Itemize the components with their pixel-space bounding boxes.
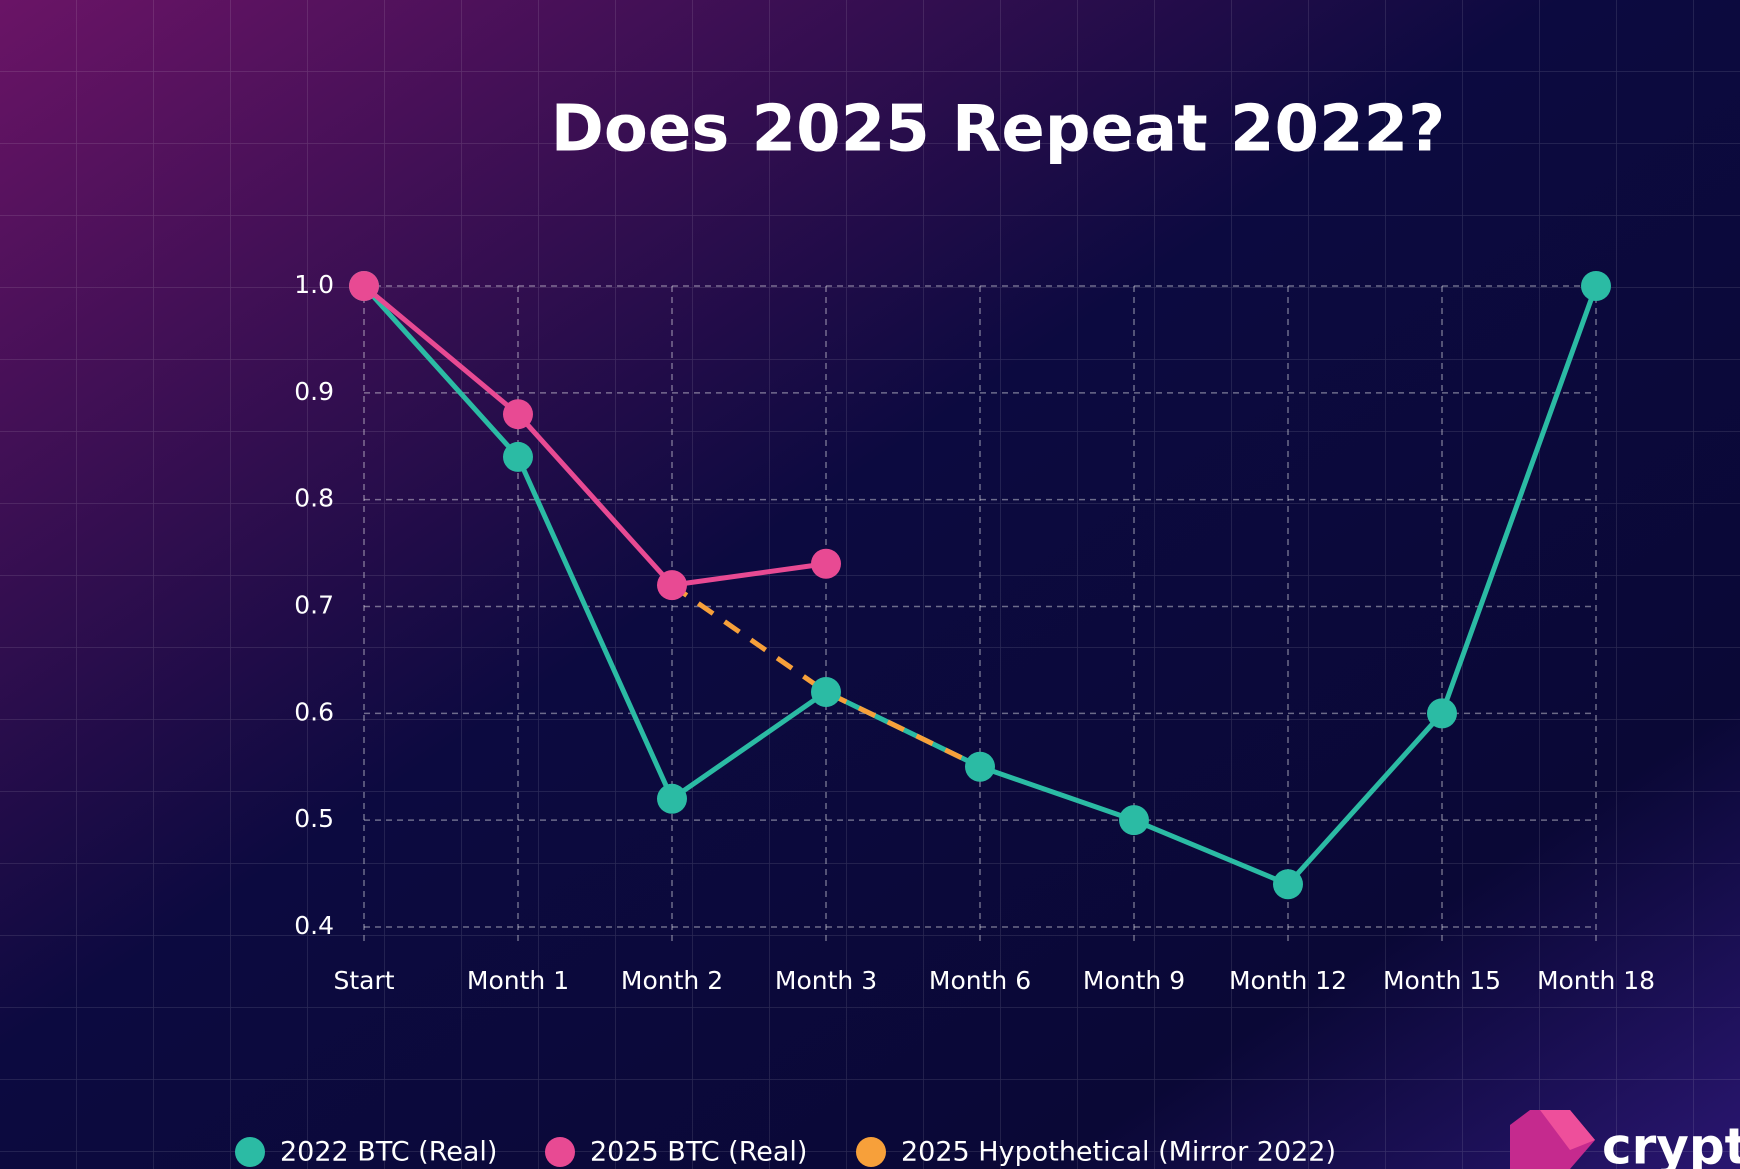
- data-point: [657, 783, 687, 814]
- y-tick-label: 0.4: [294, 911, 334, 940]
- chart-title: Does 2025 Repeat 2022?: [551, 93, 1446, 167]
- series-line: [670, 583, 982, 769]
- legend-marker: [856, 1137, 886, 1167]
- y-tick-label: 0.8: [294, 484, 334, 513]
- legend-item: 2022 BTC (Real): [235, 1137, 497, 1168]
- brand-logo: crypto: [1510, 1110, 1740, 1169]
- x-tick-label: Month 18: [1537, 966, 1655, 995]
- x-tick-label: Start: [333, 966, 394, 995]
- series-line: [362, 284, 827, 588]
- x-tick-label: Month 6: [929, 966, 1031, 995]
- logo-shape: [1540, 1110, 1595, 1150]
- x-tick-label: Month 12: [1229, 966, 1347, 995]
- legend-item: 2025 BTC (Real): [545, 1137, 807, 1168]
- data-point: [1427, 698, 1457, 729]
- legend-item: 2025 Hypothetical (Mirror 2022): [856, 1137, 1336, 1168]
- data-point: [503, 399, 533, 430]
- x-tick-label: Month 9: [1083, 966, 1185, 995]
- data-point: [1581, 271, 1611, 301]
- data-point: [503, 441, 533, 472]
- legend-label: 2025 BTC (Real): [590, 1137, 807, 1168]
- x-tick-label: Month 1: [467, 966, 569, 995]
- y-tick-label: 1.0: [294, 270, 334, 299]
- legend-marker: [545, 1137, 575, 1167]
- data-point: [965, 751, 995, 782]
- y-tick-label: 0.6: [294, 697, 334, 726]
- data-point: [349, 271, 379, 301]
- data-point: [811, 548, 841, 579]
- y-tick-label: 0.7: [294, 591, 334, 620]
- y-tick-label: 0.9: [294, 377, 334, 406]
- x-tick-label: Month 3: [775, 966, 877, 995]
- legend-label: 2025 Hypothetical (Mirror 2022): [901, 1137, 1336, 1168]
- x-tick-label: Month 15: [1383, 966, 1501, 995]
- data-point: [657, 570, 687, 601]
- legend-label: 2022 BTC (Real): [280, 1137, 497, 1168]
- data-point: [1273, 869, 1303, 900]
- data-point: [811, 676, 841, 707]
- y-tick-label: 0.5: [294, 804, 334, 833]
- brand-text: crypto: [1602, 1118, 1740, 1169]
- legend-marker: [235, 1137, 265, 1167]
- x-tick-label: Month 2: [621, 966, 723, 995]
- data-point: [1119, 805, 1149, 836]
